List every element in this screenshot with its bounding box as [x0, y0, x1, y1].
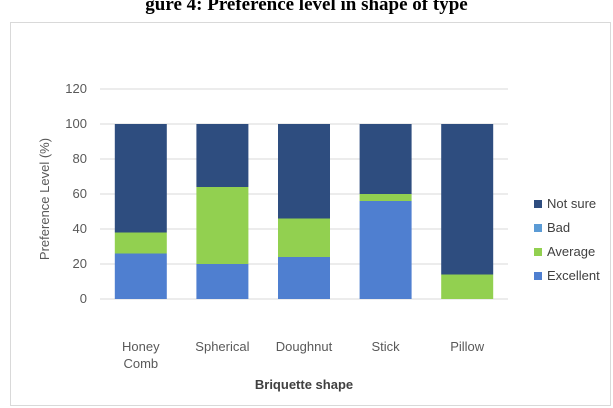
- bar-doughnut-not-sure: [278, 124, 330, 219]
- x-tick-label-doughnut: Doughnut: [276, 339, 333, 354]
- bar-spherical-not-sure: [196, 124, 249, 187]
- bar-honey-comb-average: [114, 232, 167, 254]
- bar-stick-average: [359, 194, 412, 201]
- x-tick-label-spherical: Spherical: [195, 339, 249, 354]
- bar-stick-not-sure: [359, 124, 412, 194]
- bar-doughnut-excellent: [278, 257, 330, 299]
- x-tick-label-honey-comb-line-2: Comb: [123, 356, 158, 371]
- legend-label-excellent: Excellent: [547, 268, 600, 283]
- x-axis-title: Briquette shape: [255, 377, 353, 392]
- y-tick-label-100: 100: [65, 116, 87, 131]
- legend-swatch-bad: [534, 224, 542, 232]
- bar-spherical-excellent: [196, 264, 249, 299]
- x-tick-label-stick: Stick: [372, 339, 401, 354]
- y-tick-label-120: 120: [65, 81, 87, 96]
- bar-honey-comb-not-sure: [114, 124, 167, 233]
- y-tick-label-40: 40: [73, 221, 87, 236]
- legend-label-not-sure: Not sure: [547, 196, 596, 211]
- legend-label-bad: Bad: [547, 220, 570, 235]
- legend-swatch-excellent: [534, 272, 542, 280]
- x-tick-label-honey-comb-line-1: Honey: [122, 339, 160, 354]
- bar-pillow-not-sure: [441, 124, 494, 275]
- bar-spherical-average: [196, 187, 249, 264]
- bar-pillow-average: [441, 274, 494, 299]
- y-tick-label-60: 60: [73, 186, 87, 201]
- y-tick-label-20: 20: [73, 256, 87, 271]
- legend-swatch-average: [534, 248, 542, 256]
- x-tick-label-pillow: Pillow: [450, 339, 485, 354]
- bar-doughnut-average: [278, 218, 330, 257]
- y-tick-label-80: 80: [73, 151, 87, 166]
- y-tick-label-0: 0: [80, 291, 87, 306]
- legend-label-average: Average: [547, 244, 595, 259]
- bar-honey-comb-excellent: [114, 253, 167, 299]
- legend-swatch-not-sure: [534, 200, 542, 208]
- bar-stick-excellent: [359, 201, 412, 299]
- figure-caption: gure 4: Preference level in shape of typ…: [145, 0, 468, 15]
- y-axis-title: Preference Level (%): [37, 138, 52, 260]
